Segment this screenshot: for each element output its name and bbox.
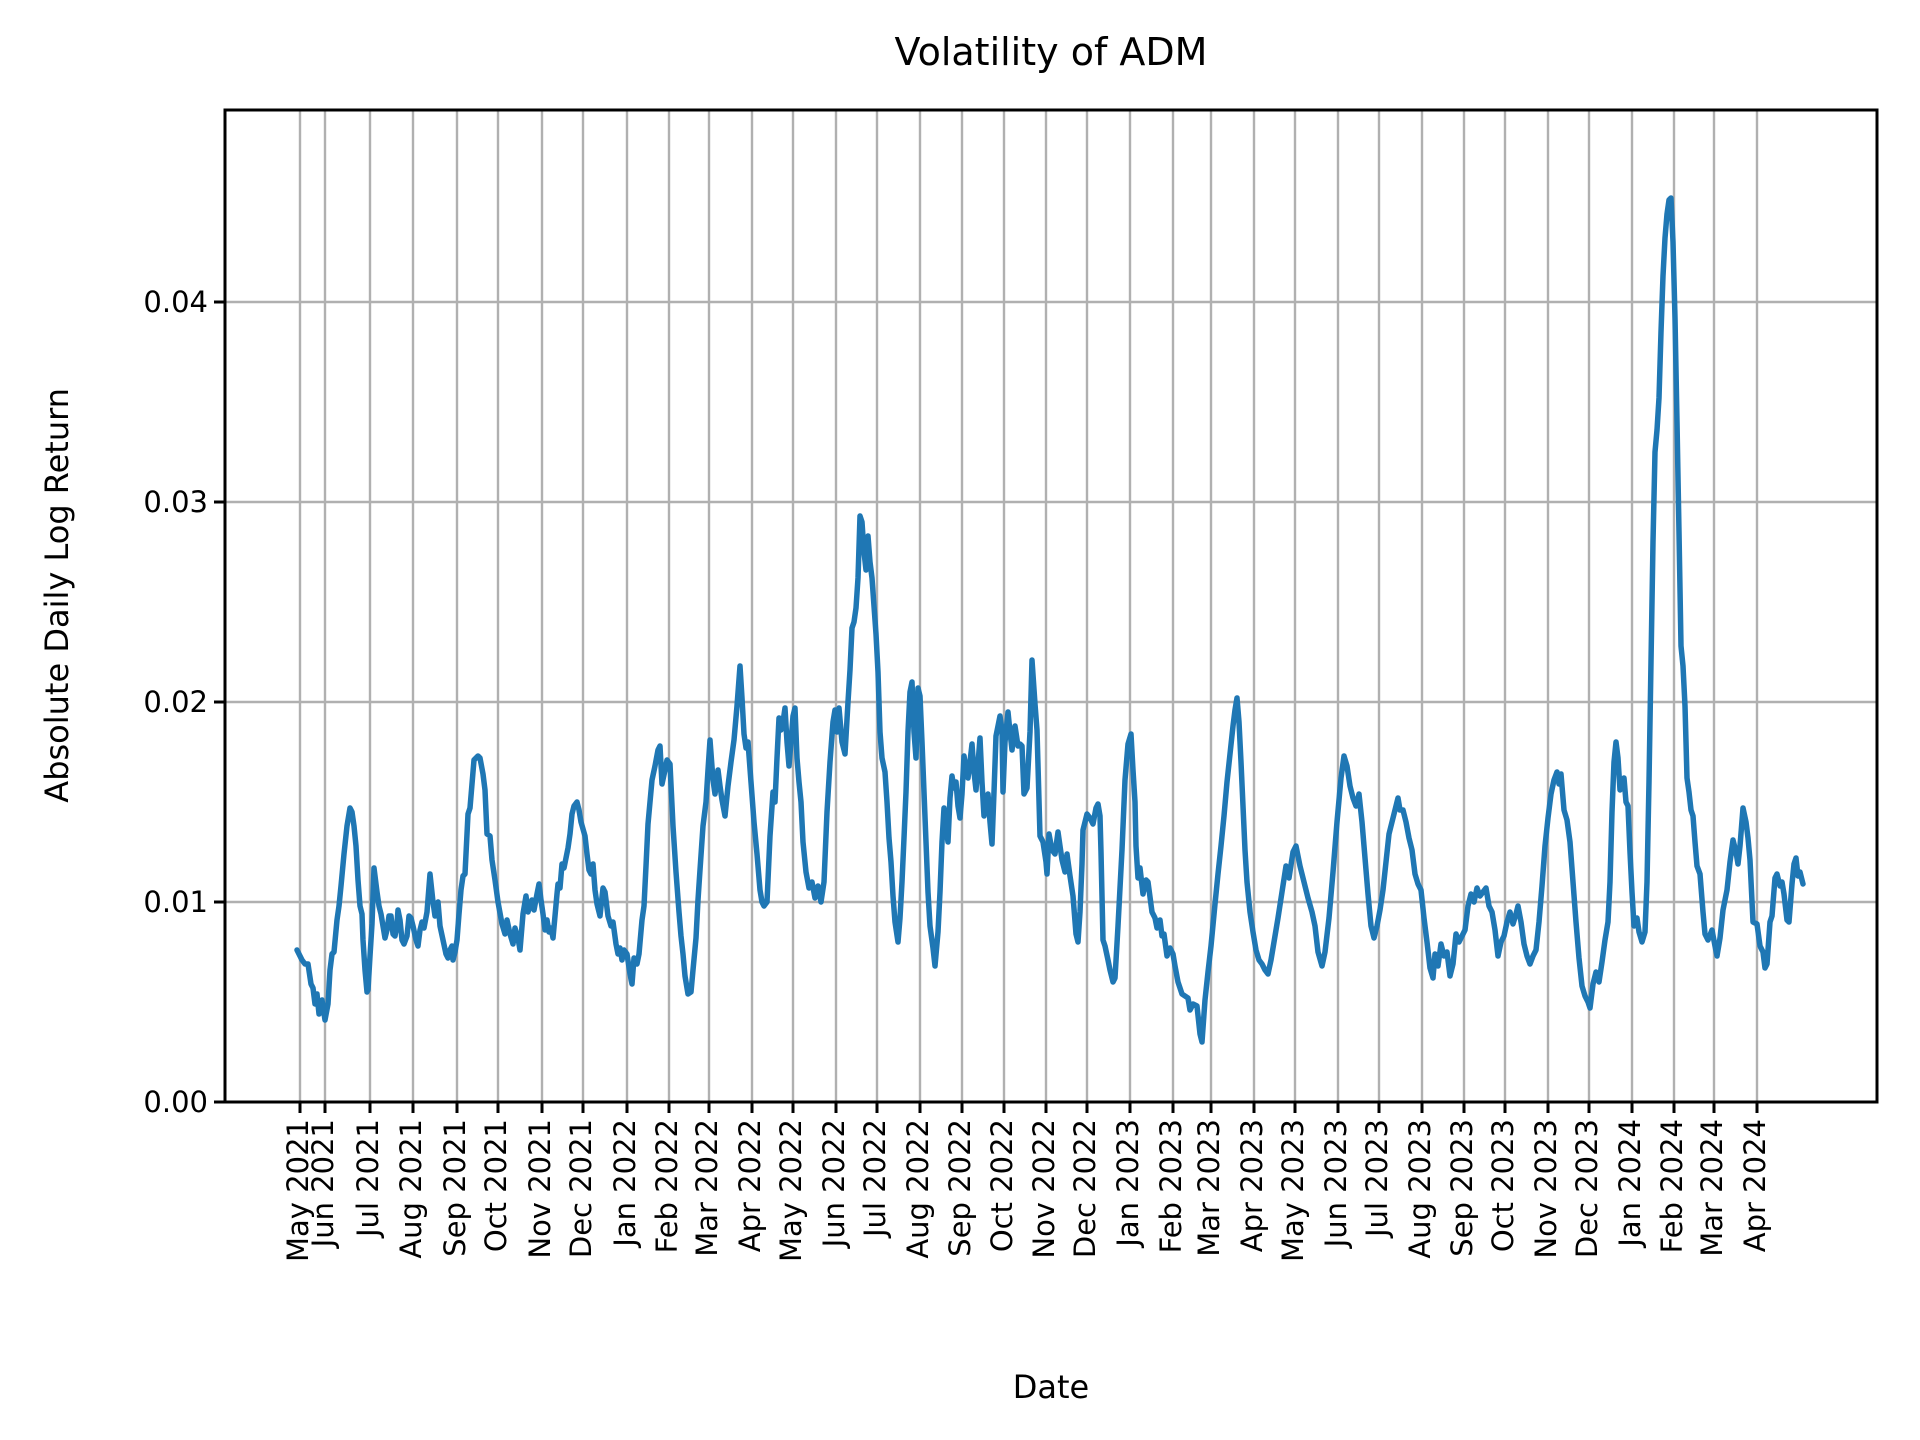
tick-marks [214, 300, 1759, 1113]
x-tick-label: May 2023 [1276, 1119, 1310, 1262]
x-tick-label: Oct 2022 [985, 1119, 1019, 1253]
x-tick-label: Jul 2022 [858, 1119, 892, 1238]
x-tick-label: Dec 2021 [564, 1119, 598, 1259]
y-tick-label: 0.02 [143, 685, 208, 719]
y-tick-label: 0.01 [143, 885, 208, 919]
x-tick-label: Aug 2021 [394, 1119, 428, 1259]
x-tick-label: Sep 2022 [943, 1119, 977, 1257]
x-tick-label: Dec 2023 [1570, 1119, 1604, 1259]
x-tick-label: Nov 2022 [1027, 1119, 1061, 1259]
x-tick-label: Jun 2023 [1319, 1119, 1353, 1248]
x-tick-label: Nov 2023 [1529, 1119, 1563, 1259]
x-tick-label: Jun 2022 [817, 1119, 851, 1248]
x-tick-label: Feb 2024 [1655, 1119, 1689, 1254]
x-tick-label: Apr 2023 [1235, 1119, 1269, 1253]
gridlines [225, 110, 1877, 1102]
x-tick-label: Jun 2021 [306, 1119, 340, 1248]
x-tick-label: Jan 2023 [1111, 1119, 1145, 1247]
chart-title: Volatility of ADM [894, 30, 1208, 74]
y-tick-label: 0.03 [143, 485, 208, 519]
y-tick-label: 0.04 [143, 285, 208, 319]
plot-border [223, 108, 1879, 1104]
x-tick-label: Sep 2023 [1445, 1119, 1479, 1257]
volatility-line [294, 195, 1806, 1045]
x-tick-label: Apr 2024 [1738, 1119, 1772, 1253]
x-tick-label: Jul 2023 [1360, 1119, 1394, 1238]
x-tick-label: Oct 2023 [1486, 1119, 1520, 1253]
x-tick-label: Sep 2021 [438, 1119, 472, 1257]
x-tick-label: Oct 2021 [479, 1119, 513, 1253]
y-tick-label: 0.00 [143, 1085, 208, 1119]
x-tick-label: Aug 2022 [901, 1119, 935, 1259]
x-tick-label: Apr 2022 [733, 1119, 767, 1253]
x-tick-label: Dec 2022 [1068, 1119, 1102, 1259]
x-tick-label: Mar 2023 [1192, 1119, 1226, 1257]
x-tick-label: Mar 2024 [1695, 1119, 1729, 1257]
x-tick-label: Nov 2021 [523, 1119, 557, 1259]
x-tick-label: May 2022 [774, 1119, 808, 1262]
x-tick-label: Feb 2022 [650, 1119, 684, 1254]
x-tick-label: Jan 2022 [608, 1119, 642, 1247]
x-tick-label: Aug 2023 [1403, 1119, 1437, 1259]
x-tick-label: Mar 2022 [690, 1119, 724, 1257]
x-axis-label: Date [1012, 1368, 1090, 1406]
x-tick-label: Jul 2021 [351, 1119, 385, 1238]
x-tick-label: Feb 2023 [1154, 1119, 1188, 1254]
y-axis-label: Absolute Daily Log Return [38, 388, 76, 803]
x-tick-label: Jan 2024 [1613, 1119, 1647, 1247]
